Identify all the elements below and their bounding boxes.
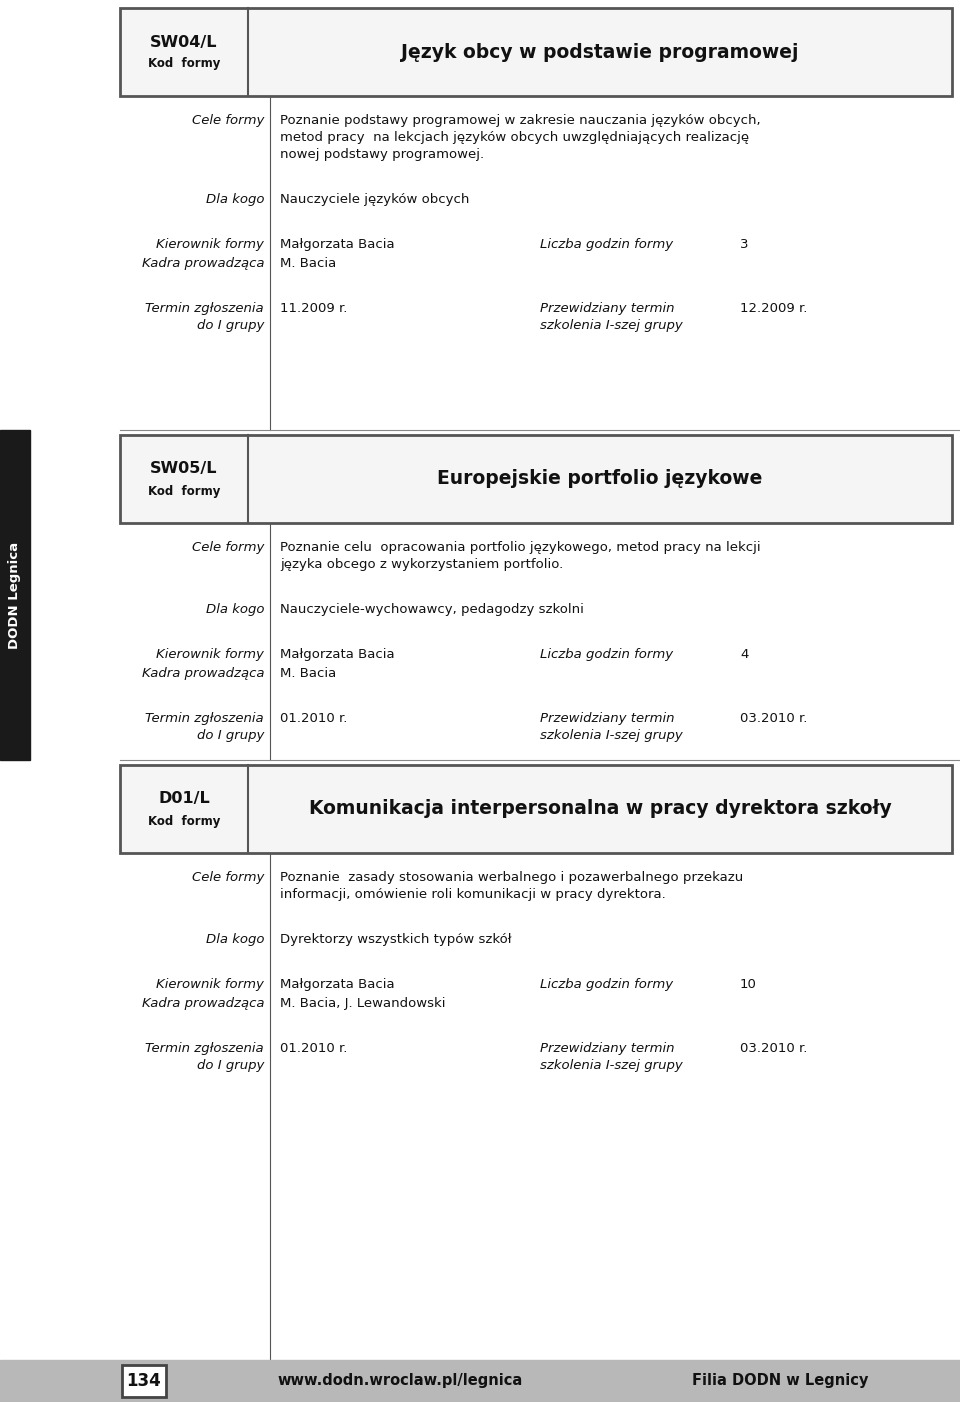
Text: Liczba godzin formy: Liczba godzin formy xyxy=(540,238,673,251)
Text: szkolenia I-szej grupy: szkolenia I-szej grupy xyxy=(540,320,683,332)
Bar xyxy=(120,765,952,852)
Text: Kod  formy: Kod formy xyxy=(148,57,220,70)
Text: Dla kogo: Dla kogo xyxy=(205,193,264,206)
Text: Poznanie  zasady stosowania werbalnego i pozawerbalnego przekazu: Poznanie zasady stosowania werbalnego i … xyxy=(280,871,743,885)
Text: Termin zgłoszenia: Termin zgłoszenia xyxy=(145,1042,264,1054)
Bar xyxy=(0,1360,960,1402)
Text: Małgorzata Bacia: Małgorzata Bacia xyxy=(280,238,395,251)
Text: Język obcy w podstawie programowej: Język obcy w podstawie programowej xyxy=(401,42,799,62)
Text: 4: 4 xyxy=(740,648,749,660)
Text: Liczba godzin formy: Liczba godzin formy xyxy=(540,979,673,991)
Text: M. Bacia, J. Lewandowski: M. Bacia, J. Lewandowski xyxy=(280,997,445,1009)
Text: Liczba godzin formy: Liczba godzin formy xyxy=(540,648,673,660)
Text: www.dodn.wroclaw.pl/legnica: www.dodn.wroclaw.pl/legnica xyxy=(277,1374,522,1388)
Bar xyxy=(120,8,952,95)
Text: Przewidziany termin: Przewidziany termin xyxy=(540,301,675,315)
Text: 03.2010 r.: 03.2010 r. xyxy=(740,712,807,725)
Text: SW05/L: SW05/L xyxy=(151,461,218,477)
Text: do I grupy: do I grupy xyxy=(197,1059,264,1073)
Text: Kierownik formy: Kierownik formy xyxy=(156,979,264,991)
Text: Cele formy: Cele formy xyxy=(192,114,264,128)
Text: Cele formy: Cele formy xyxy=(192,871,264,885)
Text: 01.2010 r.: 01.2010 r. xyxy=(280,1042,348,1054)
Text: szkolenia I-szej grupy: szkolenia I-szej grupy xyxy=(540,1059,683,1073)
Text: Poznanie celu  opracowania portfolio językowego, metod pracy na lekcji: Poznanie celu opracowania portfolio języ… xyxy=(280,541,760,554)
Text: DODN Legnica: DODN Legnica xyxy=(9,541,21,649)
Text: szkolenia I-szej grupy: szkolenia I-szej grupy xyxy=(540,729,683,742)
Text: 11.2009 r.: 11.2009 r. xyxy=(280,301,348,315)
Text: Przewidziany termin: Przewidziany termin xyxy=(540,712,675,725)
Text: Kod  formy: Kod formy xyxy=(148,485,220,498)
Text: Przewidziany termin: Przewidziany termin xyxy=(540,1042,675,1054)
Text: 12.2009 r.: 12.2009 r. xyxy=(740,301,807,315)
Text: 01.2010 r.: 01.2010 r. xyxy=(280,712,348,725)
Text: do I grupy: do I grupy xyxy=(197,320,264,332)
Text: Kierownik formy: Kierownik formy xyxy=(156,648,264,660)
Bar xyxy=(0,430,30,760)
Text: nowej podstawy programowej.: nowej podstawy programowej. xyxy=(280,149,484,161)
Text: informacji, omówienie roli komunikacji w pracy dyrektora.: informacji, omówienie roli komunikacji w… xyxy=(280,887,665,901)
Bar xyxy=(122,1366,166,1396)
Text: Nauczyciele języków obcych: Nauczyciele języków obcych xyxy=(280,193,469,206)
Text: Kadra prowadząca: Kadra prowadząca xyxy=(141,997,264,1009)
Text: Komunikacja interpersonalna w pracy dyrektora szkoły: Komunikacja interpersonalna w pracy dyre… xyxy=(308,799,892,819)
Text: Termin zgłoszenia: Termin zgłoszenia xyxy=(145,301,264,315)
Text: Małgorzata Bacia: Małgorzata Bacia xyxy=(280,648,395,660)
Text: 134: 134 xyxy=(127,1373,161,1389)
Text: M. Bacia: M. Bacia xyxy=(280,667,336,680)
Text: Poznanie podstawy programowej w zakresie nauczania języków obcych,: Poznanie podstawy programowej w zakresie… xyxy=(280,114,760,128)
Text: 3: 3 xyxy=(740,238,749,251)
Text: M. Bacia: M. Bacia xyxy=(280,257,336,271)
Text: Europejskie portfolio językowe: Europejskie portfolio językowe xyxy=(438,470,762,488)
Text: Dla kogo: Dla kogo xyxy=(205,603,264,615)
Text: 10: 10 xyxy=(740,979,756,991)
Text: Kod  formy: Kod formy xyxy=(148,815,220,827)
Text: 03.2010 r.: 03.2010 r. xyxy=(740,1042,807,1054)
Text: Cele formy: Cele formy xyxy=(192,541,264,554)
Text: języka obcego z wykorzystaniem portfolio.: języka obcego z wykorzystaniem portfolio… xyxy=(280,558,564,571)
Text: Dyrektorzy wszystkich typów szkół: Dyrektorzy wszystkich typów szkół xyxy=(280,932,512,946)
Text: Termin zgłoszenia: Termin zgłoszenia xyxy=(145,712,264,725)
Text: Kadra prowadząca: Kadra prowadząca xyxy=(141,257,264,271)
Text: Kadra prowadząca: Kadra prowadząca xyxy=(141,667,264,680)
Text: Filia DODN w Legnicy: Filia DODN w Legnicy xyxy=(692,1374,868,1388)
Text: do I grupy: do I grupy xyxy=(197,729,264,742)
Bar xyxy=(120,435,952,523)
Text: Nauczyciele-wychowawcy, pedagodzy szkolni: Nauczyciele-wychowawcy, pedagodzy szkoln… xyxy=(280,603,584,615)
Text: metod pracy  na lekcjach języków obcych uwzględniających realizację: metod pracy na lekcjach języków obcych u… xyxy=(280,130,749,144)
Text: D01/L: D01/L xyxy=(158,792,210,806)
Text: Dla kogo: Dla kogo xyxy=(205,932,264,946)
Text: Małgorzata Bacia: Małgorzata Bacia xyxy=(280,979,395,991)
Text: SW04/L: SW04/L xyxy=(151,35,218,49)
Text: Kierownik formy: Kierownik formy xyxy=(156,238,264,251)
